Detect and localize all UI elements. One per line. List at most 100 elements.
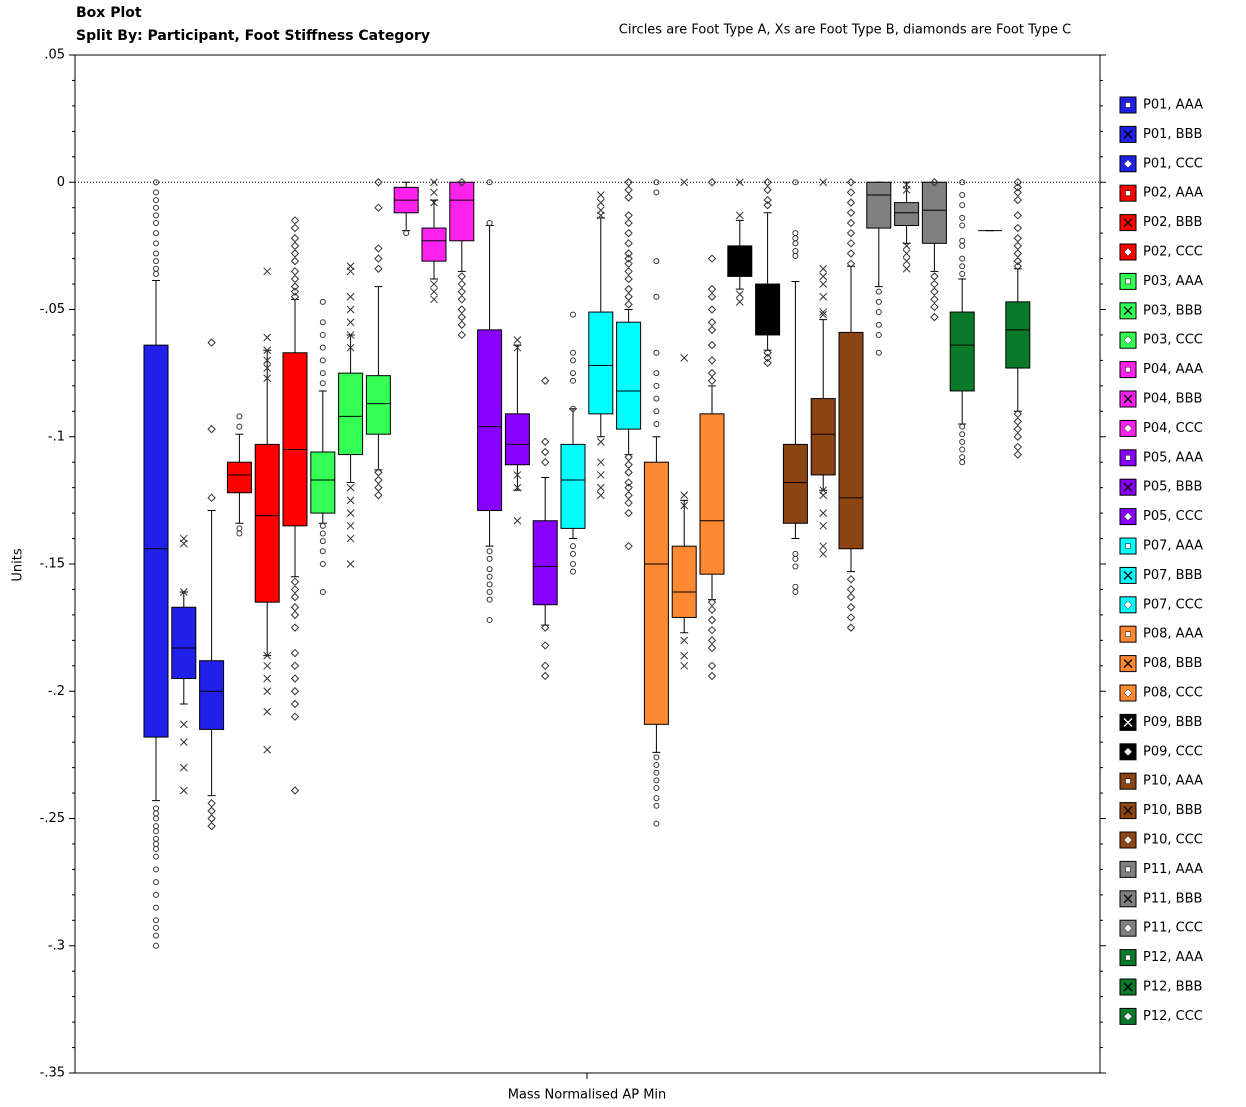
box bbox=[477, 329, 503, 512]
outlier bbox=[153, 835, 159, 842]
outlier bbox=[792, 235, 799, 242]
outlier bbox=[624, 259, 633, 268]
outlier bbox=[653, 762, 660, 769]
whisker-lower bbox=[430, 261, 438, 280]
outlier bbox=[846, 259, 856, 268]
legend-label: P02, CCC bbox=[1143, 245, 1203, 260]
outlier bbox=[1013, 195, 1023, 205]
outlier bbox=[624, 178, 633, 187]
outlier bbox=[486, 555, 493, 562]
outlier bbox=[846, 575, 856, 584]
outlier bbox=[290, 699, 300, 709]
outlier bbox=[486, 616, 493, 623]
outlier bbox=[707, 625, 717, 635]
outlier bbox=[959, 431, 966, 438]
outlier bbox=[624, 284, 633, 294]
outlier bbox=[153, 258, 159, 265]
outlier bbox=[319, 298, 326, 305]
whisker-lower bbox=[652, 724, 661, 753]
outlier bbox=[153, 853, 159, 860]
outlier bbox=[319, 380, 326, 387]
box bbox=[143, 344, 169, 738]
outlier bbox=[486, 588, 493, 595]
outlier bbox=[1013, 249, 1023, 258]
outlier bbox=[430, 280, 438, 288]
outlier bbox=[290, 610, 300, 620]
outlier bbox=[570, 568, 576, 575]
outlier bbox=[624, 267, 633, 276]
outlier bbox=[653, 408, 660, 415]
outlier bbox=[207, 799, 216, 808]
whisker-upper bbox=[1013, 268, 1022, 302]
outlier bbox=[624, 254, 633, 263]
outlier bbox=[707, 340, 717, 350]
outlier bbox=[846, 208, 856, 217]
whisker-lower bbox=[402, 212, 411, 232]
outlier bbox=[819, 549, 828, 558]
outlier bbox=[319, 522, 326, 529]
whisker-lower bbox=[1013, 368, 1022, 412]
box bbox=[226, 461, 252, 494]
y-tick-label: .05 bbox=[44, 48, 65, 63]
outlier bbox=[374, 254, 383, 263]
outlier bbox=[763, 185, 772, 195]
legend-label: P03, BBB bbox=[1143, 303, 1202, 318]
outlier bbox=[959, 446, 966, 453]
outlier bbox=[792, 247, 799, 254]
outlier bbox=[486, 179, 493, 186]
outlier bbox=[430, 295, 438, 304]
outlier bbox=[457, 330, 467, 340]
whisker-upper bbox=[763, 212, 772, 285]
outlier bbox=[290, 287, 300, 296]
legend-label: P03, AAA bbox=[1143, 274, 1203, 289]
legend-label: P10, CCC bbox=[1143, 833, 1203, 848]
outlier bbox=[680, 636, 689, 645]
outlier bbox=[319, 370, 326, 377]
outlier bbox=[1013, 262, 1023, 271]
legend-label: P05, AAA bbox=[1143, 450, 1203, 465]
whisker-lower bbox=[207, 729, 216, 797]
outlier bbox=[457, 312, 467, 322]
box bbox=[755, 283, 781, 336]
outlier bbox=[653, 754, 660, 761]
legend-symbol bbox=[1123, 659, 1133, 669]
outlier bbox=[930, 312, 939, 322]
outlier bbox=[624, 478, 633, 487]
outlier bbox=[1013, 442, 1023, 452]
outlier bbox=[290, 267, 300, 276]
outlier bbox=[374, 483, 383, 492]
outlier bbox=[653, 802, 660, 809]
outlier bbox=[875, 331, 882, 338]
whisker-upper bbox=[541, 476, 550, 521]
outlier bbox=[486, 573, 493, 580]
outlier bbox=[570, 561, 576, 567]
outlier bbox=[680, 651, 689, 660]
outlier bbox=[707, 284, 717, 294]
legend-label: P01, AAA bbox=[1143, 98, 1203, 113]
legend-label: P01, BBB bbox=[1143, 127, 1202, 142]
outlier bbox=[902, 257, 911, 265]
outlier bbox=[653, 258, 660, 265]
outlier bbox=[346, 292, 355, 301]
legend-symbol bbox=[1123, 306, 1133, 316]
legend-symbol bbox=[1123, 424, 1133, 433]
outlier bbox=[792, 563, 799, 570]
outlier bbox=[624, 491, 633, 500]
legend-label: P11, CCC bbox=[1143, 921, 1203, 936]
legend-label: P04, AAA bbox=[1143, 362, 1203, 377]
legend-symbol bbox=[1123, 688, 1133, 698]
outlier bbox=[792, 230, 799, 237]
legend-label: P07, CCC bbox=[1143, 597, 1203, 612]
outlier bbox=[153, 891, 159, 898]
outlier bbox=[540, 661, 550, 671]
outlier bbox=[707, 325, 717, 335]
whisker-lower bbox=[457, 240, 466, 272]
outlier bbox=[457, 279, 467, 289]
whisker-lower bbox=[763, 334, 772, 351]
outlier bbox=[875, 298, 882, 305]
box bbox=[949, 311, 975, 392]
legend-label: P10, BBB bbox=[1143, 803, 1202, 818]
chart-title: Box Plot bbox=[76, 5, 142, 21]
legend-label: P08, BBB bbox=[1143, 656, 1202, 671]
outlier bbox=[653, 769, 660, 776]
